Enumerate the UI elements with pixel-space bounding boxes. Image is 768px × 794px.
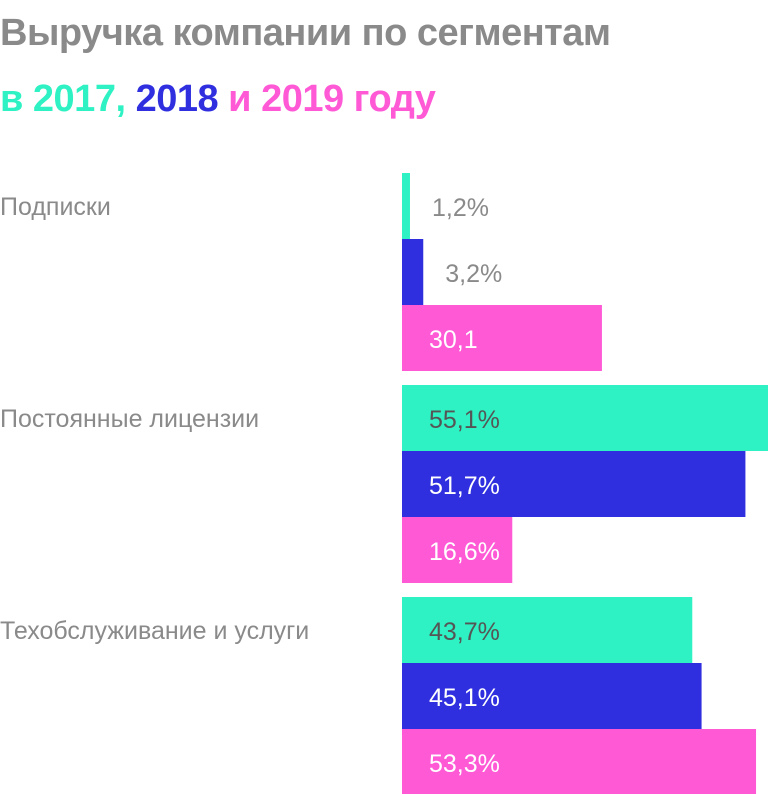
bar-value-label: 45,1% xyxy=(429,684,500,712)
bar-value-label: 1,2% xyxy=(432,194,489,222)
chart-subtitle: в 2017, 2018 и 2019 году xyxy=(0,78,436,120)
bar xyxy=(402,451,746,517)
bar-value-label: 43,7% xyxy=(429,618,500,646)
bar xyxy=(402,173,410,239)
bar xyxy=(402,517,513,583)
bar xyxy=(402,385,768,451)
chart-title: Выручка компании по сегментам xyxy=(0,12,611,54)
category-label: Техобслуживание и услуги xyxy=(0,617,309,645)
bar xyxy=(402,239,424,305)
bar-value-label: 53,3% xyxy=(429,750,500,778)
bar-value-label: 51,7% xyxy=(429,472,500,500)
bar-value-label: 55,1% xyxy=(429,406,500,434)
category-label: Постоянные лицензии xyxy=(0,405,259,433)
bar xyxy=(402,597,693,663)
subtitle-part: в 2017, xyxy=(0,78,126,120)
subtitle-part: и 2019 году xyxy=(218,78,436,120)
bar xyxy=(402,729,757,794)
category-label: Подписки xyxy=(0,193,111,221)
bar-value-label: 3,2% xyxy=(445,260,502,288)
bar-value-label: 30,1 xyxy=(429,326,478,354)
subtitle-part: 2018 xyxy=(125,78,219,120)
bar-value-label: 16,6% xyxy=(429,538,500,566)
bar xyxy=(402,305,602,371)
bar xyxy=(402,663,702,729)
